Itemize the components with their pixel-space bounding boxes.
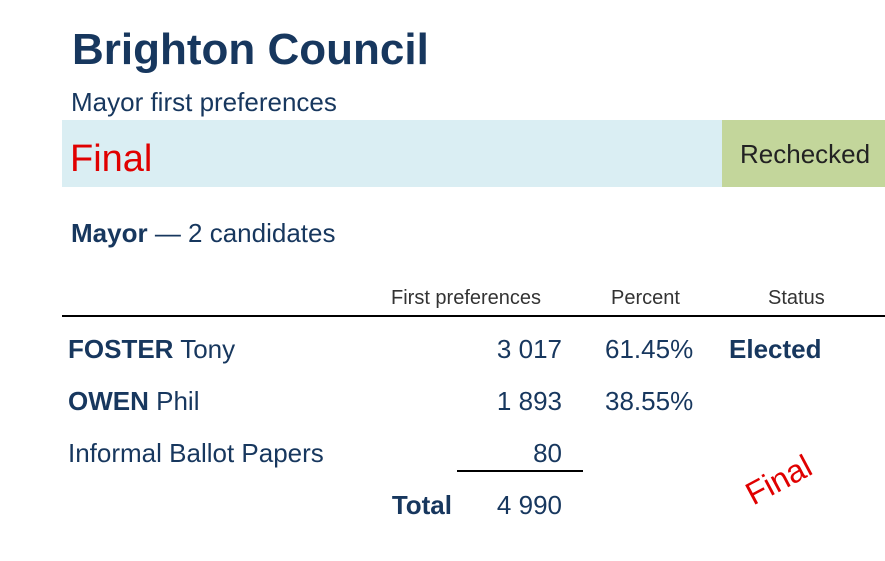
column-header: Status [768,287,825,309]
check-banner [722,120,885,187]
percent: 38.55% [605,386,694,416]
section-heading: Mayor — 2 candidates [71,220,335,246]
status: Elected [729,334,822,364]
office: Mayor [71,218,148,248]
column-header: First preferences [391,287,542,309]
given-name: Phil [156,386,200,416]
total-votes: 4 990 [496,490,562,520]
candidate-name: FOSTER Tony [68,336,235,362]
candidate-name: OWEN Phil [68,388,199,414]
total-label: Total [391,490,452,520]
informal-votes: 80 [533,438,562,468]
status-banner [62,120,722,187]
given-name: Tony [180,334,236,364]
final-stamp: Final [739,447,818,512]
header-rule [62,315,885,317]
surname: FOSTER [68,334,174,364]
total-rule [457,470,583,472]
banner-status: Final [70,138,153,180]
surname: OWEN [68,386,149,416]
title: Brighton Council [72,25,429,74]
votes: 3 017 [496,334,562,364]
subtitle: Mayor first preferences [71,87,337,117]
informal-label: Informal Ballot Papers [68,438,324,468]
column-header: Percent [611,287,680,309]
banner-check: Rechecked [740,139,871,169]
percent: 61.45% [605,334,694,364]
votes: 1 893 [496,386,562,416]
description: — 2 candidates [154,218,336,248]
